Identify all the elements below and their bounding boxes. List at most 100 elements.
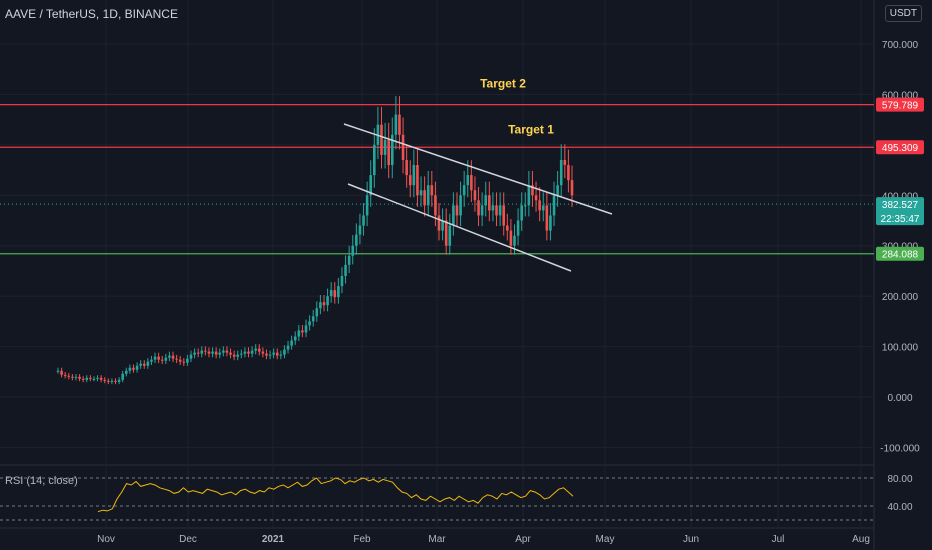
candle [150, 359, 153, 362]
candle [387, 139, 390, 166]
candle [200, 350, 204, 354]
candle [204, 350, 207, 352]
symbol-title[interactable]: AAVE / TetherUS, 1D, BINANCE [5, 7, 178, 21]
countdown-label: 22:35:47 [881, 214, 920, 225]
channel-upper-line [343, 123, 613, 215]
candle [559, 159, 563, 186]
candle [207, 351, 211, 354]
candle [523, 205, 527, 207]
candle [520, 205, 523, 221]
candle [570, 180, 574, 196]
candle [401, 134, 405, 160]
candle [71, 376, 74, 378]
candle [470, 175, 473, 191]
y-tick-label: 700.000 [882, 40, 919, 51]
candle [157, 356, 160, 360]
candle [250, 350, 254, 354]
candle [437, 215, 441, 231]
level-price-tag [876, 246, 924, 261]
x-tick-label: Aug [852, 534, 870, 545]
candle [552, 195, 556, 216]
candle [243, 351, 247, 354]
candle [78, 376, 81, 379]
candle [383, 139, 387, 155]
candle [56, 370, 60, 372]
candle [142, 363, 146, 366]
y-tick-label: 400.000 [882, 191, 919, 202]
candle [114, 380, 117, 382]
candle [567, 165, 570, 181]
candle [268, 354, 272, 356]
candle [541, 205, 545, 211]
x-tick-label: May [596, 534, 615, 545]
candle [563, 159, 567, 166]
x-tick-label: 2021 [262, 534, 285, 545]
candle [394, 114, 398, 135]
candle [534, 195, 538, 201]
candle [182, 361, 186, 363]
candle [513, 235, 516, 246]
candle [423, 190, 426, 206]
candle [549, 215, 552, 231]
candle [67, 375, 71, 377]
candle [491, 205, 495, 211]
candle [509, 230, 513, 246]
candle [448, 225, 452, 246]
candle [337, 286, 340, 298]
candle [117, 379, 121, 382]
candle [153, 356, 157, 360]
level-price-tag [876, 97, 924, 112]
x-tick-label: Feb [353, 534, 371, 545]
currency-button[interactable]: USDT [884, 5, 922, 22]
candle [99, 377, 103, 380]
candle [110, 380, 114, 382]
candle [89, 377, 92, 379]
candle [308, 321, 311, 326]
candle [121, 373, 124, 380]
candle [297, 330, 301, 337]
candle [311, 316, 315, 322]
candle [135, 365, 139, 370]
y-tick-label: 100.000 [882, 343, 919, 354]
candle [189, 354, 193, 359]
candle [441, 220, 444, 231]
candle [480, 205, 484, 216]
candle [398, 114, 401, 135]
candle [124, 370, 128, 374]
candle [304, 325, 308, 333]
candle [527, 185, 531, 206]
candle [495, 205, 498, 216]
candle [218, 352, 222, 355]
candle [355, 234, 358, 246]
candle [240, 353, 243, 355]
candle [412, 165, 416, 186]
candle [516, 220, 520, 236]
candle [164, 357, 168, 361]
candle [556, 185, 559, 196]
candle [506, 225, 509, 231]
candle [434, 195, 437, 216]
candle [236, 354, 240, 357]
candle [60, 370, 63, 375]
candle [222, 350, 225, 353]
candle [390, 134, 394, 166]
candle [329, 290, 333, 297]
level-price-label: 579.789 [882, 101, 919, 112]
candle [416, 165, 419, 196]
candle [340, 275, 344, 287]
candle [272, 352, 275, 355]
candle [531, 185, 534, 196]
candle [247, 351, 250, 354]
candle [380, 124, 383, 155]
rsi-level-label: 80.00 [887, 474, 912, 485]
candle [301, 330, 304, 333]
rsi-level-label: 40.00 [887, 502, 912, 513]
candle [498, 205, 502, 216]
candle [326, 296, 329, 306]
candle [488, 195, 491, 211]
candle [96, 377, 99, 379]
x-tick-label: Nov [97, 534, 115, 545]
candle [502, 205, 506, 226]
candle [128, 367, 132, 371]
